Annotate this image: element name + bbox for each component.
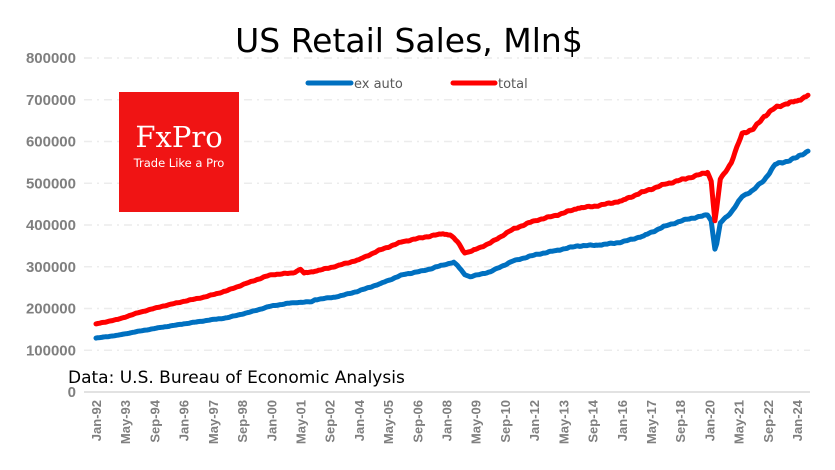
x-tick-label: Jan-20 <box>702 400 717 441</box>
y-tick-label: 200000 <box>26 301 76 318</box>
x-tick-label: Jan-24 <box>790 399 805 441</box>
y-tick-label: 500000 <box>26 175 76 192</box>
series-line-ex-auto <box>93 148 811 341</box>
y-tick-label: 600000 <box>26 134 76 151</box>
x-tick-label: May-97 <box>206 400 221 444</box>
fxpro-logo: FxPro Trade Like a Pro <box>119 92 239 212</box>
x-tick-label: May-13 <box>556 400 571 444</box>
x-tick-label: Sep-18 <box>673 400 688 443</box>
x-tick-label: Jan-08 <box>440 400 455 441</box>
x-tick-label: Jan-04 <box>352 399 367 441</box>
x-tick-label: Jan-12 <box>527 400 542 441</box>
y-tick-label: 700000 <box>26 92 76 109</box>
legend-label-ex-auto: ex auto <box>354 77 403 92</box>
x-tick-label: May-09 <box>469 400 484 444</box>
x-tick-label: May-17 <box>644 400 659 444</box>
x-tick-label: Sep-10 <box>498 400 513 443</box>
x-axis-ticks: Jan-92 May-93 Sep-94 Jan-96 May-97 Sep-98 Jan-… <box>89 399 805 444</box>
x-tick-label: Jan-00 <box>264 400 279 441</box>
x-tick-label: Jan-16 <box>615 400 630 441</box>
logo-brand: FxPro <box>135 120 222 154</box>
x-tick-label: Sep-22 <box>761 400 776 443</box>
y-tick-label: 800000 <box>26 50 76 67</box>
logo-tagline: Trade Like a Pro <box>133 156 225 170</box>
y-tick-label: 0 <box>68 384 76 401</box>
legend: ex auto total <box>305 77 528 92</box>
data-source-annotation: Data: U.S. Bureau of Economic Analysis <box>68 368 405 388</box>
x-tick-label: Sep-94 <box>147 399 162 442</box>
series-line-total <box>93 92 811 327</box>
chart-title: US Retail Sales, Mln$ <box>235 21 583 60</box>
y-tick-label: 400000 <box>26 217 76 234</box>
x-tick-label: May-05 <box>381 400 396 444</box>
x-tick-label: May-21 <box>732 400 747 444</box>
logo-background <box>119 92 239 212</box>
x-tick-label: Jan-96 <box>177 400 192 441</box>
x-tick-label: Sep-14 <box>586 399 601 442</box>
legend-label-total: total <box>498 77 528 92</box>
y-axis-ticks: 0 100000 200000 300000 400000 500000 600000 700… <box>26 50 76 401</box>
y-tick-label: 300000 <box>26 259 76 276</box>
x-tick-label: Sep-02 <box>323 400 338 443</box>
x-tick-label: Sep-06 <box>410 400 425 443</box>
series-lines <box>93 92 811 341</box>
x-tick-label: Sep-98 <box>235 400 250 443</box>
y-tick-label: 100000 <box>26 342 76 359</box>
x-tick-label: May-93 <box>118 400 133 444</box>
x-tick-label: May-01 <box>293 400 308 444</box>
x-tick-label: Jan-92 <box>89 400 104 441</box>
